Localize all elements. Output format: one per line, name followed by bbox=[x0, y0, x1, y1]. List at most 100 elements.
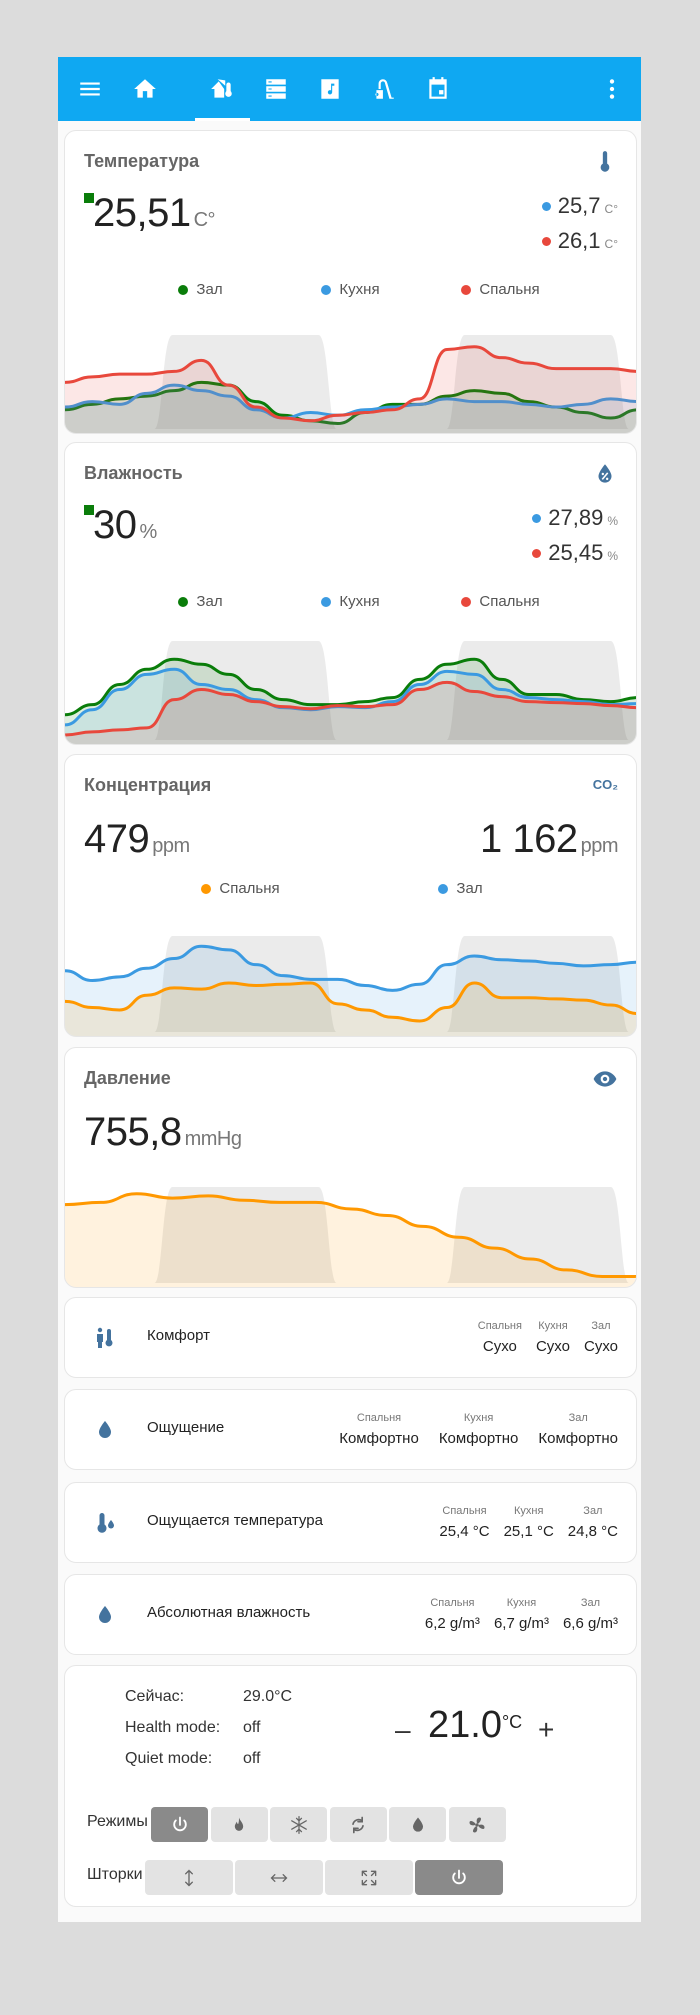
entity-row[interactable]: Абсолютная влажность Спальня 6,2 g/m³ Кухня… bbox=[64, 1574, 637, 1655]
legend-item-zal[interactable]: Зал bbox=[126, 593, 276, 610]
vacuum-icon[interactable] bbox=[370, 75, 398, 103]
bedroom-co2-value: 479 ppm bbox=[84, 817, 190, 861]
room-state: 6,6 g/m³ bbox=[562, 1615, 618, 1632]
comfort-icon bbox=[97, 1327, 113, 1348]
series-line-Спальня bbox=[65, 680, 636, 737]
mode-power-button[interactable] bbox=[151, 1807, 208, 1842]
chart-legend: Спальня Зал bbox=[65, 880, 636, 897]
music-icon[interactable] bbox=[316, 75, 344, 103]
room-value: Кухня Сухо bbox=[536, 1320, 570, 1355]
legend-item-bedroom[interactable]: Спальня bbox=[131, 880, 351, 897]
room-value: Зал Сухо bbox=[584, 1320, 618, 1355]
legend-item-zal[interactable]: Зал bbox=[126, 281, 276, 298]
room-name: Зал bbox=[568, 1412, 588, 1424]
app-header bbox=[58, 57, 641, 121]
row-name: Ощущение bbox=[147, 1419, 225, 1436]
co2-card[interactable]: Концентрация CO₂ 479 ppm 1 162 ppm Спальня… bbox=[64, 754, 637, 1037]
room-value: Спальня 6,2 g/m³ bbox=[425, 1597, 480, 1632]
room-values: Спальня 25,4 °C Кухня 25,1 °C Зал 24,8 °C bbox=[439, 1505, 618, 1540]
dashboard: Температура 25,51 C° 25,7 C° 26,1 C° Зал Ку… bbox=[58, 57, 641, 1922]
co2-icon: CO₂ bbox=[592, 777, 618, 792]
pressure-chart bbox=[65, 1187, 636, 1287]
room-name: Спальня bbox=[356, 1412, 402, 1424]
room-name: Кухня bbox=[463, 1412, 494, 1424]
legend-item-zal[interactable]: Зал bbox=[351, 880, 571, 897]
decrease-temperature-button[interactable]: – bbox=[395, 1714, 411, 1745]
room-values: Спальня Комфортно Кухня Комфортно Зал Комфорт… bbox=[339, 1412, 618, 1447]
room-name: Спальня bbox=[442, 1505, 487, 1517]
mode-cool-button[interactable] bbox=[270, 1807, 327, 1842]
zal-color-marker bbox=[84, 193, 94, 203]
series-area bbox=[65, 946, 636, 1036]
both-icon bbox=[361, 1870, 377, 1885]
room-value: Кухня 25,1 °C bbox=[504, 1505, 554, 1540]
room-name: Спальня bbox=[430, 1597, 475, 1609]
entity-row[interactable]: Ощущение Спальня Комфортно Кухня Комфортно За… bbox=[64, 1389, 637, 1470]
room-state: Сухо bbox=[583, 1338, 618, 1355]
series-line-Зал bbox=[65, 657, 636, 717]
temperature-chart bbox=[65, 335, 636, 433]
room-name: Кухня bbox=[506, 1597, 537, 1609]
legend-item-kitchen[interactable]: Кухня bbox=[276, 593, 426, 610]
mode-dry-button[interactable] bbox=[389, 1807, 446, 1842]
co2-chart bbox=[65, 936, 636, 1036]
room-value: Спальня Сухо bbox=[478, 1320, 522, 1355]
thermometer-water-icon bbox=[97, 1513, 114, 1533]
series-line-Спальня bbox=[65, 345, 636, 423]
blinds-off-button[interactable] bbox=[415, 1860, 503, 1895]
humidity-chart bbox=[65, 641, 636, 744]
menu-icon[interactable] bbox=[76, 75, 104, 103]
blinds-both-button[interactable] bbox=[325, 1860, 413, 1895]
entity-row[interactable]: Ощущается температура Спальня 25,4 °C Кухня… bbox=[64, 1482, 637, 1563]
home-thermometer-icon[interactable] bbox=[208, 75, 236, 103]
pressure-value: 755,8 mmHg bbox=[84, 1110, 242, 1154]
eye-icon bbox=[593, 1071, 617, 1087]
blinds-vertical-button[interactable] bbox=[145, 1860, 233, 1895]
night-band bbox=[446, 1187, 629, 1283]
increase-temperature-button[interactable]: + bbox=[538, 1714, 555, 1745]
humidity-card[interactable]: Влажность 30% 27,89% 25,45% Зал Кухня Сп… bbox=[64, 442, 637, 745]
series-area bbox=[65, 346, 636, 433]
room-state: 6,2 g/m³ bbox=[424, 1615, 480, 1632]
entity-row[interactable]: Комфорт Спальня Сухо Кухня Сухо Зал Сухо bbox=[64, 1297, 637, 1378]
secondary-value-bedroom: 26,1 C° bbox=[541, 228, 618, 254]
room-name: Кухня bbox=[513, 1505, 544, 1517]
room-value: Зал 6,6 g/m³ bbox=[563, 1597, 618, 1632]
room-name: Зал bbox=[583, 1505, 603, 1517]
mode-auto-button[interactable] bbox=[329, 1807, 387, 1842]
room-state: 24,8 °C bbox=[567, 1523, 618, 1540]
temperature-card[interactable]: Температура 25,51 C° 25,7 C° 26,1 C° Зал Ку… bbox=[64, 130, 637, 434]
secondary-value-kitchen: 25,7 C° bbox=[541, 193, 618, 219]
server-icon[interactable] bbox=[262, 75, 290, 103]
auto-icon bbox=[352, 1816, 364, 1833]
room-name: Зал bbox=[580, 1597, 601, 1609]
card-title: Концентрация bbox=[84, 775, 212, 795]
now-value: 29.0°C bbox=[243, 1688, 293, 1705]
main-value: 25,51 C° bbox=[93, 191, 216, 236]
main-value: 30% bbox=[93, 503, 157, 547]
pressure-card[interactable]: Давление 755,8 mmHg bbox=[64, 1047, 637, 1288]
legend-item-kitchen[interactable]: Кухня bbox=[276, 281, 426, 298]
selected-tab-indicator bbox=[195, 118, 250, 121]
mode-heat-button[interactable] bbox=[210, 1807, 268, 1842]
calendar-icon[interactable] bbox=[424, 75, 452, 103]
secondary-value-kitchen: 27,89% bbox=[532, 505, 618, 531]
room-state: Сухо bbox=[482, 1338, 517, 1355]
legend-item-bedroom[interactable]: Спальня bbox=[426, 281, 576, 298]
more-vert-icon[interactable] bbox=[598, 75, 626, 103]
legend-item-bedroom[interactable]: Спальня bbox=[426, 593, 576, 610]
main-value-number: 25,51 bbox=[93, 191, 191, 235]
room-state: Комфортно bbox=[538, 1430, 618, 1447]
home-icon[interactable] bbox=[131, 75, 159, 103]
heat-icon bbox=[234, 1817, 244, 1831]
card-title: Давление bbox=[84, 1068, 171, 1088]
blinds-horizontal-button[interactable] bbox=[235, 1860, 323, 1895]
mode-fan-button[interactable] bbox=[448, 1807, 506, 1842]
room-value: Зал Комфортно bbox=[538, 1412, 618, 1447]
room-state: Сухо bbox=[535, 1338, 570, 1355]
series-area bbox=[65, 659, 636, 744]
secondary-value-bedroom: 25,45% bbox=[532, 540, 618, 566]
room-state: 6,7 g/m³ bbox=[493, 1615, 549, 1632]
room-value: Зал 24,8 °C bbox=[568, 1505, 618, 1540]
health-mode-label: Health mode: bbox=[125, 1719, 221, 1736]
